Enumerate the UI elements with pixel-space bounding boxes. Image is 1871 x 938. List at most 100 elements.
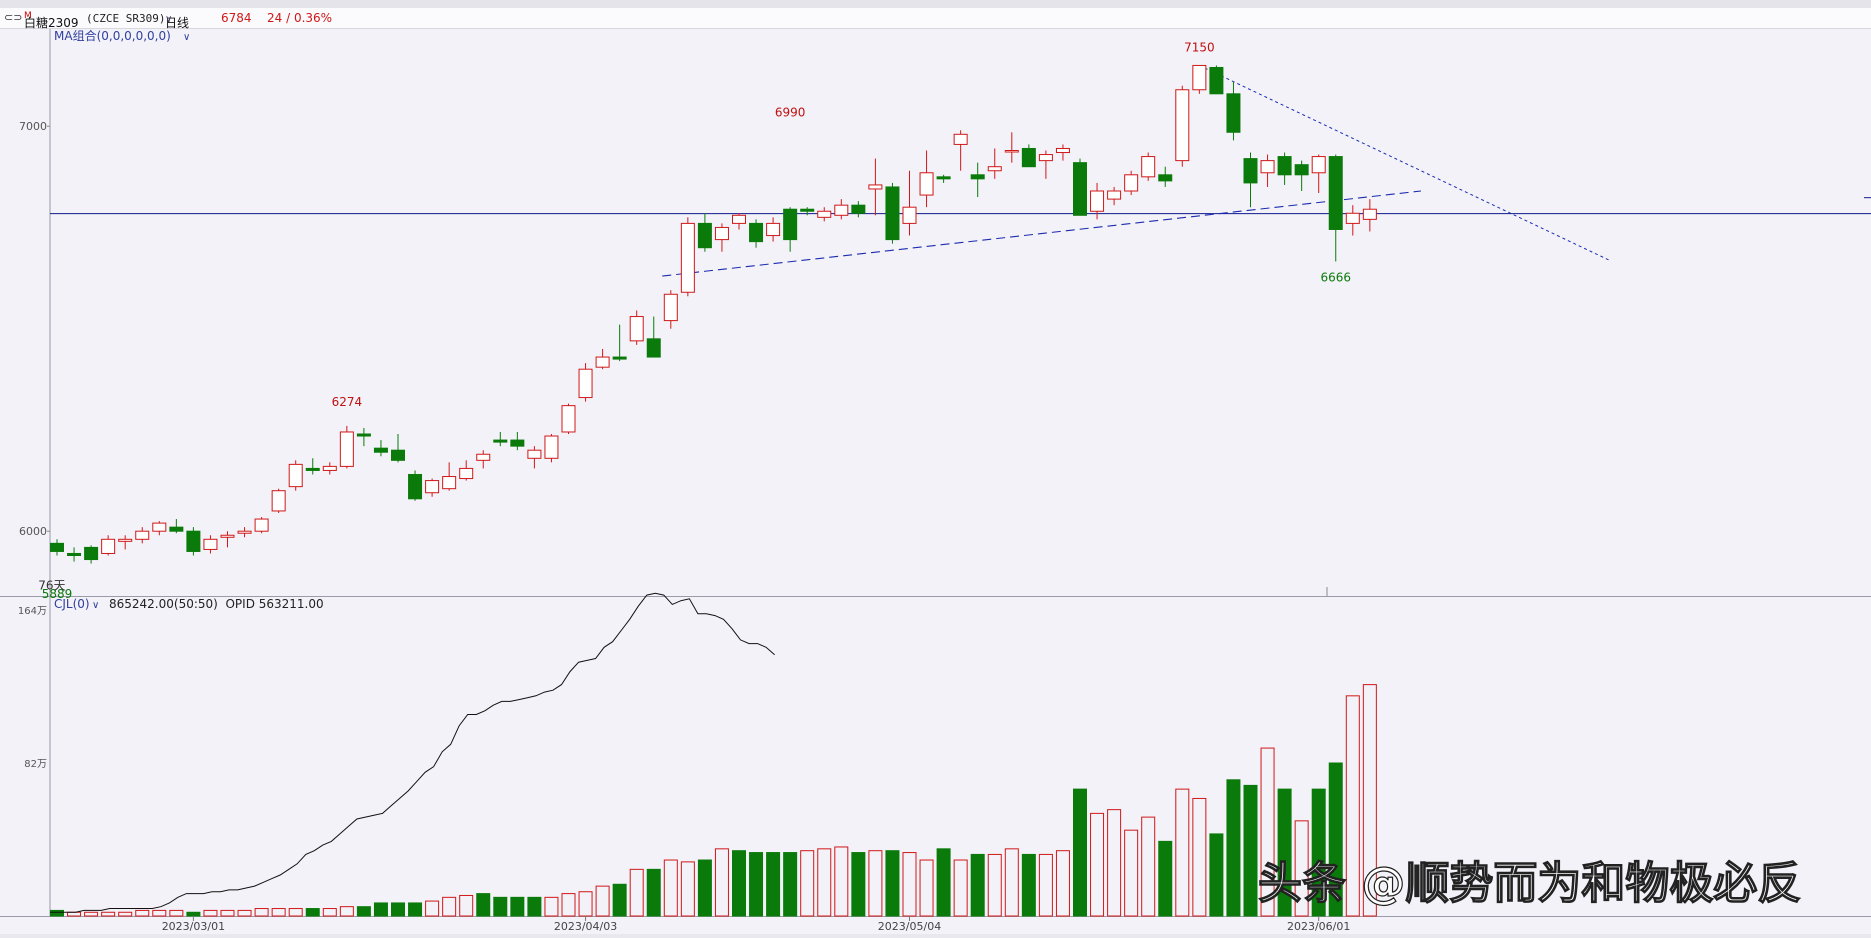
candle-down <box>67 552 82 556</box>
candle-up <box>237 530 252 534</box>
link-icon[interactable]: ⊂⊃ <box>4 11 23 24</box>
volume-bar-down <box>391 902 405 917</box>
candle-down <box>1243 158 1258 184</box>
volume-bar-down <box>186 911 201 917</box>
candle-down <box>970 174 985 180</box>
candle-up <box>714 226 729 241</box>
candle-up <box>732 214 746 224</box>
volume-bar-up <box>118 911 133 917</box>
candle-up <box>1141 156 1156 178</box>
candle-down <box>1021 147 1036 168</box>
chart-header: ⊂⊃ 白糖2309 M (CZCE SR309) 日线 ∨ 6784 24 / 0.… <box>0 8 1871 30</box>
volume-tick-label: 82万 <box>24 759 47 770</box>
volume-bar-up <box>322 908 337 917</box>
chevron-down-icon[interactable]: ∨ <box>183 32 190 43</box>
candle-down <box>1073 162 1087 216</box>
price-pane <box>50 29 1871 596</box>
volume-bar-down <box>1021 853 1036 917</box>
x-tick-label: 2023/03/01 <box>162 920 225 933</box>
price-annotation: 6990 <box>775 105 806 119</box>
volume-bar-down <box>646 868 661 917</box>
volume-bar-up <box>1260 747 1275 917</box>
volume-bar-down <box>1226 779 1241 917</box>
candle-down <box>1328 156 1343 230</box>
x-tick-label: 2023/06/01 <box>1287 920 1350 933</box>
candle-up <box>322 465 337 471</box>
volume-bar-up <box>919 859 934 917</box>
volume-bar-down <box>476 893 491 917</box>
volume-bar-up <box>425 900 440 917</box>
volume-bar-up <box>237 909 252 917</box>
candle-up <box>339 431 354 467</box>
volume-bar-up <box>459 894 474 917</box>
symbol-label: 白糖2309 <box>24 16 79 30</box>
price-tick-label: 6000 <box>19 525 47 538</box>
chevron-down-icon: ∨ <box>165 14 173 25</box>
candle-up <box>834 204 849 216</box>
volume-bar-up <box>1055 850 1070 917</box>
volume-bar-down <box>510 896 525 917</box>
candle-up <box>220 534 235 538</box>
candle-up <box>527 449 542 459</box>
volume-bar-up <box>152 909 167 917</box>
candle-down <box>749 222 764 243</box>
candle-down <box>851 204 866 214</box>
period-label: 日线 <box>165 16 190 30</box>
candle-up <box>766 222 781 237</box>
candle-down <box>84 546 99 561</box>
volume-bar-up <box>1107 809 1122 917</box>
volume-bar-up <box>544 896 559 917</box>
volume-bar-down <box>493 896 508 917</box>
candle-down <box>936 176 951 180</box>
candle-down <box>493 439 508 443</box>
price-annotation: 6666 <box>1320 270 1351 284</box>
volume-bar-down <box>356 906 371 917</box>
volume-bar-down <box>697 859 712 917</box>
candle-down <box>1277 156 1292 176</box>
candle-up <box>561 405 576 433</box>
candle-up <box>663 293 678 322</box>
volume-indicator-label[interactable]: CJL(0) <box>54 597 90 611</box>
candle-up <box>1004 150 1019 153</box>
volume-bar-up <box>561 893 576 917</box>
candle-down <box>1209 66 1224 95</box>
candle-up <box>1362 208 1377 220</box>
candle-up <box>1345 212 1360 224</box>
volume-bar-up <box>1362 684 1377 917</box>
window-top-strip <box>0 0 1871 8</box>
volume-bar-up <box>595 885 610 917</box>
candle-up <box>1090 190 1105 212</box>
price-annotation: 6274 <box>332 395 363 409</box>
price-annotation: 7150 <box>1184 40 1215 54</box>
volume-bar-down <box>305 908 320 917</box>
candle-up <box>1038 154 1053 162</box>
volume-bar-up <box>834 846 849 917</box>
volume-bar-down <box>885 850 900 917</box>
volume-bar-down <box>373 902 388 917</box>
candle-up <box>817 210 832 218</box>
candle-down <box>646 338 661 358</box>
volume-tick-label: 164万 <box>18 606 47 617</box>
candle-up <box>629 316 644 342</box>
x-tick-label: 2023/05/04 <box>878 920 941 933</box>
volume-bar-down <box>1158 840 1173 917</box>
candle-down <box>697 222 712 249</box>
candle-up <box>118 538 133 542</box>
candle-up <box>987 166 1002 172</box>
support-trendline <box>662 190 1422 277</box>
symbol-name[interactable]: 白糖2309 M <box>24 11 79 30</box>
volume-bar-down <box>50 909 64 917</box>
chevron-down-icon[interactable]: ∨ <box>92 600 99 611</box>
candle-down <box>186 530 201 552</box>
volume-bar-up <box>288 908 303 917</box>
ma-indicator-label[interactable]: MA组合(0,0,0,0,0,0) <box>54 28 171 43</box>
volume-bar-up <box>169 909 184 917</box>
volume-bar-down <box>1328 762 1343 917</box>
candle-up <box>152 522 167 532</box>
candle-up <box>868 184 883 190</box>
candle-up <box>1192 64 1207 91</box>
candle-down <box>373 447 388 453</box>
candle-up <box>288 463 303 488</box>
volume-bar-up <box>203 909 218 917</box>
